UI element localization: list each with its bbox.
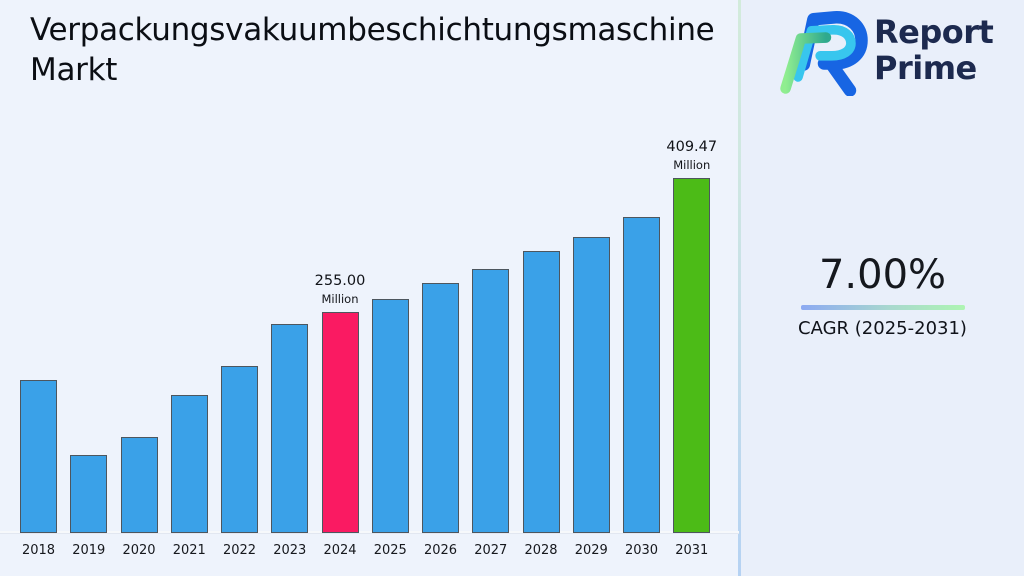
page-title-line-2: Markt: [30, 52, 118, 88]
x-tick-label-2026: 2026: [423, 543, 458, 558]
cagr-label: CAGR (2025-2031): [798, 318, 967, 339]
bar-value-label-2024: 255.00 Million: [292, 273, 388, 306]
x-tick-label-2028: 2028: [524, 543, 558, 558]
page-title: Verpackungsvakuumbeschichtungsmaschine M…: [30, 10, 800, 90]
bar-2030: [623, 216, 660, 533]
bar-value-number: 409.47: [666, 139, 718, 155]
bar-2029: [572, 236, 610, 533]
bar-2024: [321, 311, 359, 533]
bar-2022: [221, 365, 258, 533]
x-tick-label-2023: 2023: [273, 543, 307, 558]
x-tick-label-2030: 2030: [624, 543, 659, 558]
report-prime-wordmark: Report Prime: [874, 6, 994, 96]
bar-2023: [271, 324, 309, 533]
x-tick-label-2020: 2020: [122, 543, 156, 558]
report-prime-wordmark-line-1: Report: [874, 13, 994, 51]
x-tick-label-2021: 2021: [172, 543, 206, 558]
x-tick-label-2022: 2022: [222, 543, 257, 558]
bar-2019: [70, 454, 108, 533]
x-tick-label-2024: 2024: [323, 543, 357, 558]
vertical-divider: [738, 0, 741, 576]
page-title-line-1: Verpackungsvakuumbeschichtungsmaschine: [30, 12, 715, 48]
x-tick-label-2029: 2029: [574, 543, 608, 558]
cagr-block: 7.00% CAGR (2025-2031): [741, 252, 1024, 340]
x-axis-line: [0, 531, 739, 534]
x-tick-label-2027: 2027: [474, 543, 508, 558]
bar-value-unit: Million: [321, 291, 359, 306]
cagr-value: 7.00%: [818, 252, 947, 298]
x-tick-label-2031: 2031: [675, 543, 709, 558]
bar-2020: [120, 436, 158, 533]
report-prime-logo-icon: [780, 11, 868, 96]
x-tick-label-2019: 2019: [72, 543, 106, 558]
x-tick-label-2025: 2025: [373, 543, 407, 558]
bar-value-unit: Million: [673, 158, 711, 172]
bar-2026: [422, 283, 459, 533]
cagr-panel-background: [741, 0, 1024, 576]
bar-2031: [673, 178, 711, 533]
bar-2021: [170, 395, 208, 533]
report-prime-logo: Report Prime: [774, 6, 994, 96]
cagr-underline: [800, 305, 965, 310]
bar-value-label-2031: 409.47 Million: [644, 139, 740, 172]
report-prime-wordmark-line-2: Prime: [874, 49, 977, 87]
bar-2018: [20, 380, 57, 533]
bar-2028: [522, 251, 560, 533]
bar-2025: [371, 298, 409, 533]
bar-value-number: 255.00: [314, 272, 366, 289]
bar-2027: [472, 268, 510, 533]
market-bar-chart: 2018 2019 2020 2021 2022 2023 2024 255.00 Millio…: [0, 139, 740, 558]
x-tick-label-2018: 2018: [21, 543, 56, 558]
